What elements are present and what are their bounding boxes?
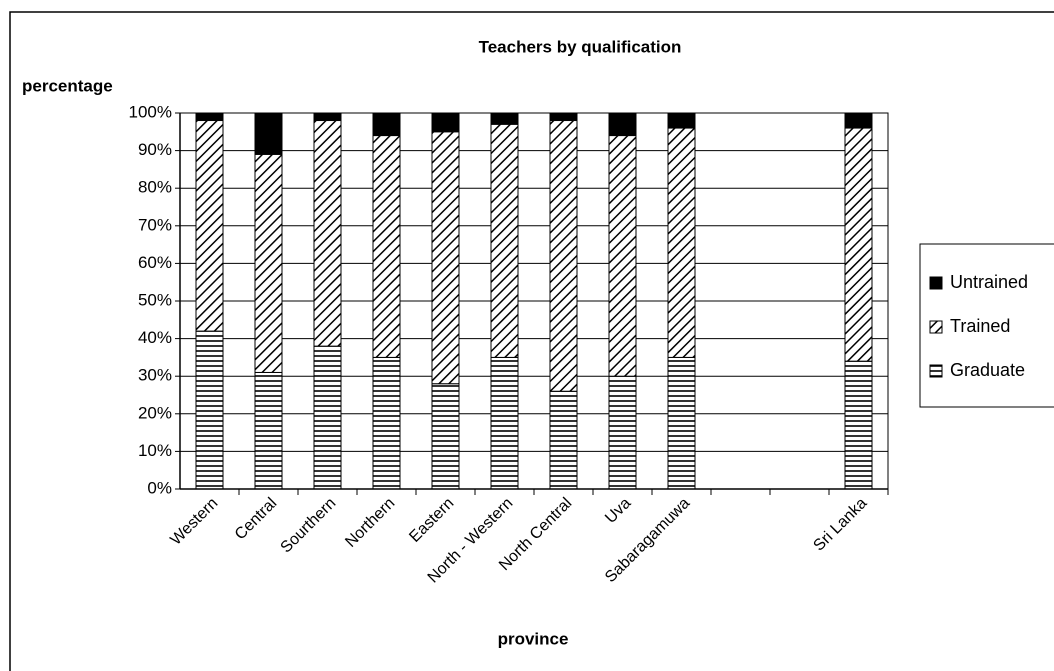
bar-segment [313,112,342,122]
bar-segment [844,112,873,129]
y-tick-label: 60% [138,253,172,272]
bar-segment [667,127,696,358]
bar-segment [195,112,224,122]
legend-label: Trained [950,316,1010,336]
bar-segment [608,135,637,377]
bar-segment [254,112,283,155]
bar-segment [490,356,519,490]
bars [195,112,873,490]
y-tick-label: 70% [138,215,172,234]
y-tick-label: 10% [138,441,172,460]
bar-segment [254,371,283,490]
bar-segment [667,356,696,490]
bar-segment [667,112,696,129]
bar-segment [608,375,637,490]
y-tick-label: 20% [138,403,172,422]
bar-segment [254,153,283,373]
y-tick-label: 50% [138,290,172,309]
y-tick-label: 100% [129,102,172,121]
legend-swatch [929,320,943,334]
bar-segment [490,112,519,125]
legend-swatch [929,276,943,290]
legend-label: Untrained [950,272,1028,292]
bar-segment [549,120,578,392]
bar-segment [313,345,342,490]
legend-swatch [929,364,943,378]
bar-segment [372,135,401,358]
y-tick-label: 40% [138,328,172,347]
bar-segment [195,120,224,332]
bar-segment [313,120,342,347]
bar-segment [608,112,637,137]
y-tick-label: 30% [138,366,172,385]
bar-segment [431,112,460,133]
legend: Graduate Trained Untrained [929,272,1028,380]
chart-title: Teachers by qualification [479,37,682,56]
bar-segment [844,360,873,490]
bar-segment [372,356,401,490]
bar-segment [195,330,224,490]
bar-segment [490,123,519,358]
bar-segment [372,112,401,137]
y-tick-label: 90% [138,140,172,159]
x-axis-label: province [498,629,569,648]
bar-segment [431,383,460,490]
y-axis-label: percentage [22,76,113,95]
bar-segment [549,390,578,490]
y-tick-label: 80% [138,178,172,197]
chart-frame [9,11,1054,671]
legend-label: Graduate [950,360,1025,380]
bar-segment [549,112,578,122]
bar-segment [431,131,460,385]
bar-segment [844,127,873,362]
y-tick-label: 0% [147,478,172,497]
